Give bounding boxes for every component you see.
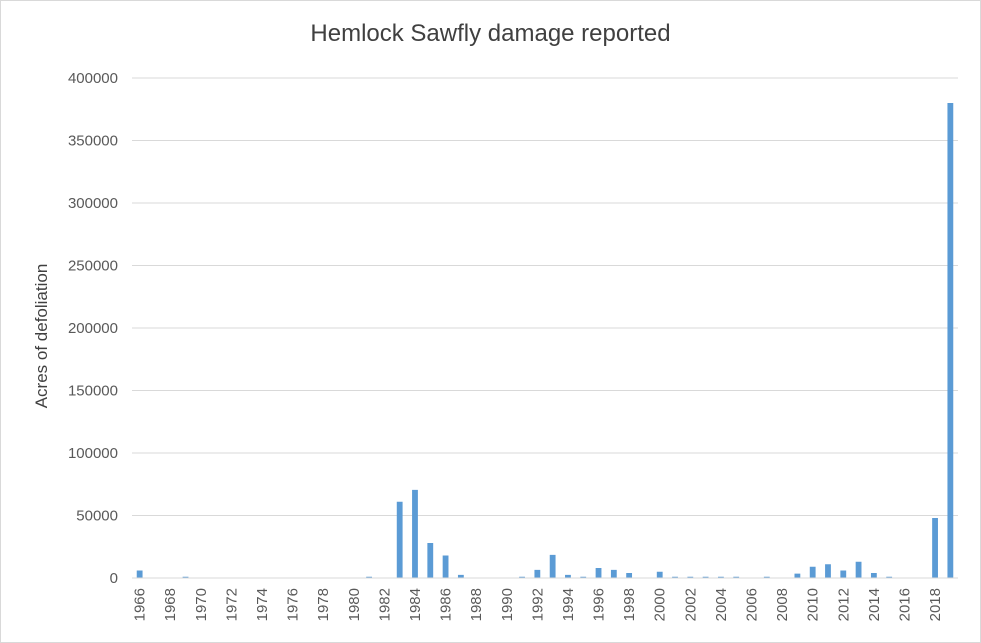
x-tick-label: 2002 (682, 588, 699, 621)
bar-2019 (947, 103, 954, 578)
x-tick-label: 2018 (927, 588, 944, 621)
x-tick-label: 1982 (376, 588, 393, 621)
x-tick-label: 1986 (438, 588, 455, 621)
y-tick-label: 100000 (68, 445, 118, 462)
bar-2012 (840, 570, 847, 578)
x-tick-label: 1968 (162, 588, 179, 621)
bar-1996 (595, 568, 602, 578)
bar-2007 (763, 576, 770, 578)
x-tick-label: 2010 (805, 588, 822, 621)
x-tick-label: 2008 (774, 588, 791, 621)
bar-2004 (718, 576, 724, 578)
bar-2013 (855, 561, 862, 578)
y-axis-label: Acres of defoliation (32, 264, 51, 409)
x-tick-label: 1976 (285, 588, 302, 621)
bar-1992 (534, 569, 541, 578)
bar-2010 (809, 566, 816, 578)
bar-1966 (136, 570, 143, 578)
x-tick-label: 1996 (591, 588, 608, 621)
bar-1969 (182, 576, 189, 578)
x-tick-label: 1966 (132, 588, 149, 621)
bar-1994 (565, 574, 571, 578)
bar-1991 (519, 576, 525, 578)
bar-2001 (672, 576, 678, 578)
x-tick-label: 2006 (744, 588, 761, 621)
y-tick-label: 400000 (68, 70, 118, 87)
y-tick-label: 200000 (68, 320, 118, 337)
bar-1997 (610, 569, 617, 578)
y-axis-ticks: 0 50000 100000 150000 200000 250000 300000 3500… (68, 70, 118, 587)
y-tick-label: 150000 (68, 383, 118, 400)
y-tick-label: 300000 (68, 195, 118, 212)
bar-1986 (442, 555, 449, 578)
chart-title: Hemlock Sawfly damage reported (310, 20, 671, 47)
bars (136, 103, 954, 578)
x-tick-label: 1998 (621, 588, 638, 621)
x-tick-label: 2016 (896, 588, 913, 621)
x-tick-label: 1970 (193, 588, 210, 621)
bar-1995 (580, 576, 587, 578)
y-tick-label: 250000 (68, 258, 118, 275)
bar-1983 (396, 501, 403, 578)
bar-1998 (626, 573, 633, 578)
bar-2014 (870, 573, 877, 578)
gridlines (132, 77, 958, 516)
bar-2011 (825, 564, 831, 578)
y-tick-label: 50000 (76, 508, 118, 525)
bar-1984 (412, 489, 418, 578)
x-tick-label: 1994 (560, 588, 577, 621)
bar-2002 (687, 576, 694, 578)
x-tick-label: 1992 (529, 588, 546, 621)
x-tick-label: 1984 (407, 588, 424, 621)
y-tick-label: 350000 (68, 133, 118, 150)
x-tick-label: 2012 (835, 588, 852, 621)
bar-2009 (794, 573, 801, 578)
bar-2005 (733, 576, 740, 578)
bar-1985 (427, 543, 434, 578)
bar-2015 (886, 576, 893, 578)
bar-2003 (702, 576, 709, 578)
bar-2000 (656, 571, 663, 578)
x-tick-label: 1990 (499, 588, 516, 621)
bar-1993 (549, 554, 556, 578)
x-tick-label: 2014 (866, 588, 883, 621)
x-tick-label: 1972 (223, 588, 240, 621)
x-tick-label: 1978 (315, 588, 332, 621)
bar-1981 (366, 576, 372, 578)
x-tick-label: 2000 (652, 588, 669, 621)
x-tick-label: 2004 (713, 588, 730, 621)
x-tick-label: 1980 (346, 588, 363, 621)
y-tick-label: 0 (110, 570, 118, 587)
x-tick-label: 1988 (468, 588, 485, 621)
bar-2018 (932, 518, 938, 578)
x-tick-label: 1974 (254, 588, 271, 621)
bar-1987 (457, 574, 464, 578)
x-axis-ticks: 1966 1968 1970 1972 1974 1976 1978 1980 1982 1984… (132, 588, 944, 621)
